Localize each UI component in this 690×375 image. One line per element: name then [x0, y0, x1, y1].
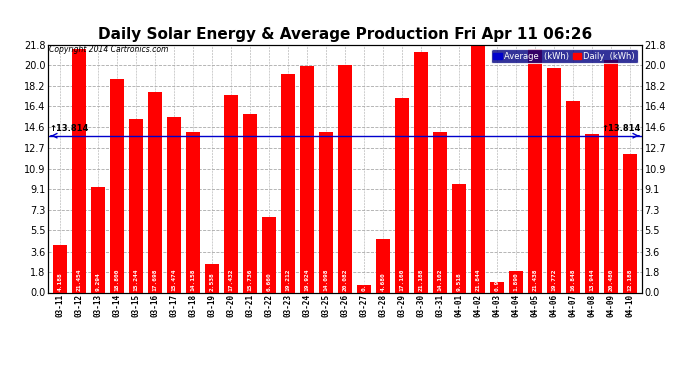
Text: 15.736: 15.736 [248, 269, 253, 291]
Bar [471, 45, 485, 292]
Text: 17.698: 17.698 [152, 269, 157, 291]
Text: ↑13.814: ↑13.814 [602, 124, 641, 133]
Bar [224, 94, 238, 292]
Bar [547, 68, 562, 292]
Text: 21.438: 21.438 [533, 269, 538, 291]
Bar [319, 132, 333, 292]
Bar [52, 245, 67, 292]
Text: 15.474: 15.474 [171, 269, 177, 291]
Text: 17.160: 17.160 [400, 269, 404, 291]
Text: 2.538: 2.538 [209, 273, 215, 291]
Text: 20.082: 20.082 [342, 269, 348, 291]
Text: 4.680: 4.680 [381, 273, 386, 291]
Text: 9.518: 9.518 [457, 273, 462, 291]
Text: 4.188: 4.188 [57, 273, 62, 291]
Text: 15.244: 15.244 [133, 269, 138, 291]
Bar [72, 49, 86, 292]
Text: 9.294: 9.294 [95, 273, 100, 291]
Bar [452, 184, 466, 292]
Text: 0.932: 0.932 [495, 273, 500, 291]
Bar [128, 119, 143, 292]
Bar [357, 285, 371, 292]
Bar [604, 60, 618, 292]
Bar [490, 282, 504, 292]
Bar [585, 134, 600, 292]
Text: 1.890: 1.890 [513, 273, 519, 291]
Text: 14.102: 14.102 [437, 269, 442, 291]
Bar [148, 92, 162, 292]
Bar [623, 154, 638, 292]
Text: 18.800: 18.800 [115, 269, 119, 291]
Bar [110, 79, 124, 292]
Bar [300, 66, 314, 292]
Bar [395, 98, 409, 292]
Text: 17.432: 17.432 [228, 269, 233, 291]
Bar [262, 217, 276, 292]
Legend: Average  (kWh), Daily  (kWh): Average (kWh), Daily (kWh) [491, 49, 638, 63]
Bar [167, 117, 181, 292]
Text: 19.772: 19.772 [552, 269, 557, 291]
Text: 14.098: 14.098 [324, 269, 328, 291]
Text: 20.480: 20.480 [609, 269, 614, 291]
Text: Copyright 2014 Cartronics.com: Copyright 2014 Cartronics.com [49, 45, 168, 54]
Bar [281, 74, 295, 292]
Text: 13.944: 13.944 [590, 269, 595, 291]
Bar [338, 64, 352, 292]
Text: 12.188: 12.188 [628, 269, 633, 291]
Text: 21.188: 21.188 [419, 269, 424, 291]
Bar [186, 132, 200, 292]
Bar [528, 49, 542, 292]
Bar [414, 52, 428, 292]
Text: 14.158: 14.158 [190, 269, 195, 291]
Text: 19.212: 19.212 [286, 269, 290, 291]
Bar [205, 264, 219, 292]
Bar [509, 271, 523, 292]
Bar [90, 187, 105, 292]
Bar [433, 132, 447, 292]
Text: 21.454: 21.454 [76, 269, 81, 291]
Bar [566, 101, 580, 292]
Title: Daily Solar Energy & Average Production Fri Apr 11 06:26: Daily Solar Energy & Average Production … [98, 27, 592, 42]
Text: 6.660: 6.660 [266, 273, 271, 291]
Text: 16.848: 16.848 [571, 269, 575, 291]
Bar [376, 239, 390, 292]
Text: 0.664: 0.664 [362, 273, 366, 291]
Bar [243, 114, 257, 292]
Text: 19.924: 19.924 [304, 269, 309, 291]
Text: ↑13.814: ↑13.814 [49, 124, 88, 133]
Text: 21.844: 21.844 [475, 269, 481, 291]
